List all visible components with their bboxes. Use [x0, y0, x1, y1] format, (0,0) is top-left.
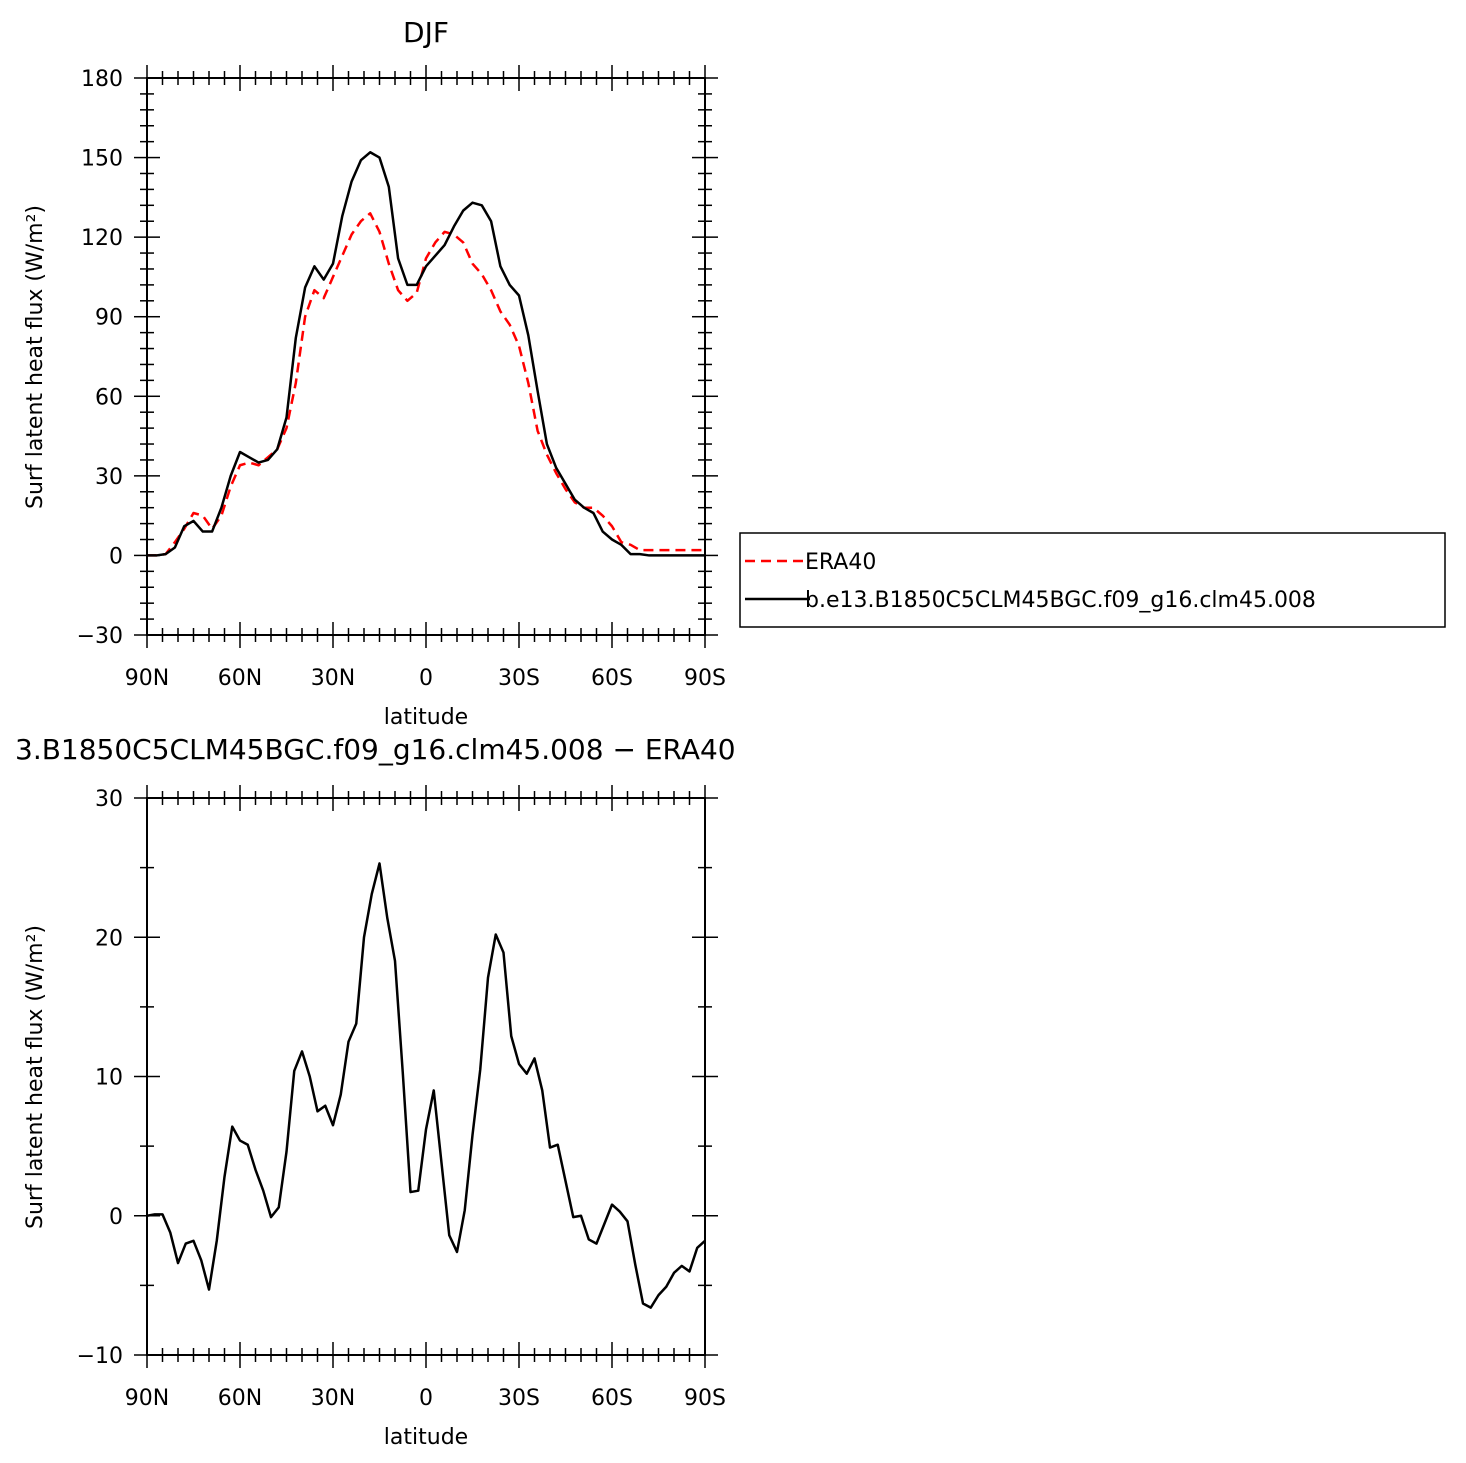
y-tick-label: −30 [77, 624, 123, 649]
top-tick-marks [134, 65, 718, 648]
bottom-series-lines [147, 862, 705, 1309]
x-tick-label: 0 [419, 666, 433, 691]
x-tick-label: 90S [684, 1386, 726, 1411]
y-tick-label: −10 [77, 1344, 123, 1369]
y-tick-label: 0 [109, 544, 123, 569]
x-tick-label: 90S [684, 666, 726, 691]
x-tick-label: 30N [311, 666, 355, 691]
y-tick-label: 150 [81, 147, 123, 172]
top-series-line-era40 [147, 212, 705, 557]
top-series-lines [147, 151, 705, 557]
bottom-tick-marks [134, 785, 718, 1368]
legend-label-era40: ERA40 [805, 550, 876, 575]
x-tick-label: 30S [498, 666, 540, 691]
legend-label-model: b.e13.B1850C5CLM45BGC.f09_g16.clm45.008 [805, 588, 1316, 613]
y-tick-label: 10 [95, 1066, 123, 1091]
bottom-chart-title: 3.B1850C5CLM45BGC.f09_g16.clm45.008 − ER… [15, 733, 736, 766]
legend: ERA40 b.e13.B1850C5CLM45BGC.f09_g16.clm4… [739, 532, 1446, 628]
x-tick-label: 90N [125, 1386, 169, 1411]
top-x-tick-labels: 90N 60N 30N 0 30S 60S 90S [125, 666, 726, 691]
y-tick-label: 0 [109, 1205, 123, 1230]
bottom-y-axis-label: Surf latent heat flux (W/m²) [23, 925, 48, 1229]
top-y-axis-label: Surf latent heat flux (W/m²) [23, 205, 48, 509]
bottom-series-line-model [147, 862, 705, 1309]
legend-box [739, 532, 1446, 628]
top-y-tick-labels: −30 0 30 60 90 120 150 180 [77, 67, 123, 649]
x-tick-label: 60N [218, 1386, 262, 1411]
y-tick-label: 120 [81, 226, 123, 251]
y-tick-label: 20 [95, 926, 123, 951]
x-tick-label: 60S [591, 666, 633, 691]
top-series-line-model [147, 151, 705, 557]
x-tick-label: 60S [591, 1386, 633, 1411]
bottom-x-tick-labels: 90N 60N 30N 0 30S 60S 90S [125, 1386, 726, 1411]
y-tick-label: 90 [95, 306, 123, 331]
x-tick-label: 90N [125, 666, 169, 691]
x-tick-label: 30S [498, 1386, 540, 1411]
top-panel: DJF −30 0 30 60 90 120 150 180 90N 60N 30N 0 30S 60S… [23, 16, 726, 730]
top-x-axis-label: latitude [384, 705, 468, 730]
y-tick-label: 60 [95, 385, 123, 410]
y-tick-label: 180 [81, 67, 123, 92]
x-tick-label: 0 [419, 1386, 433, 1411]
y-tick-label: 30 [95, 465, 123, 490]
y-tick-label: 30 [95, 787, 123, 812]
top-plot-frame [146, 77, 706, 636]
bottom-plot-frame [146, 797, 706, 1356]
x-tick-label: 30N [311, 1386, 355, 1411]
bottom-x-axis-label: latitude [384, 1425, 468, 1450]
top-chart-title: DJF [403, 16, 449, 49]
bottom-panel: 3.B1850C5CLM45BGC.f09_g16.clm45.008 − ER… [15, 733, 736, 1450]
x-tick-label: 60N [218, 666, 262, 691]
bottom-y-tick-labels: −10 0 10 20 30 [77, 787, 123, 1369]
